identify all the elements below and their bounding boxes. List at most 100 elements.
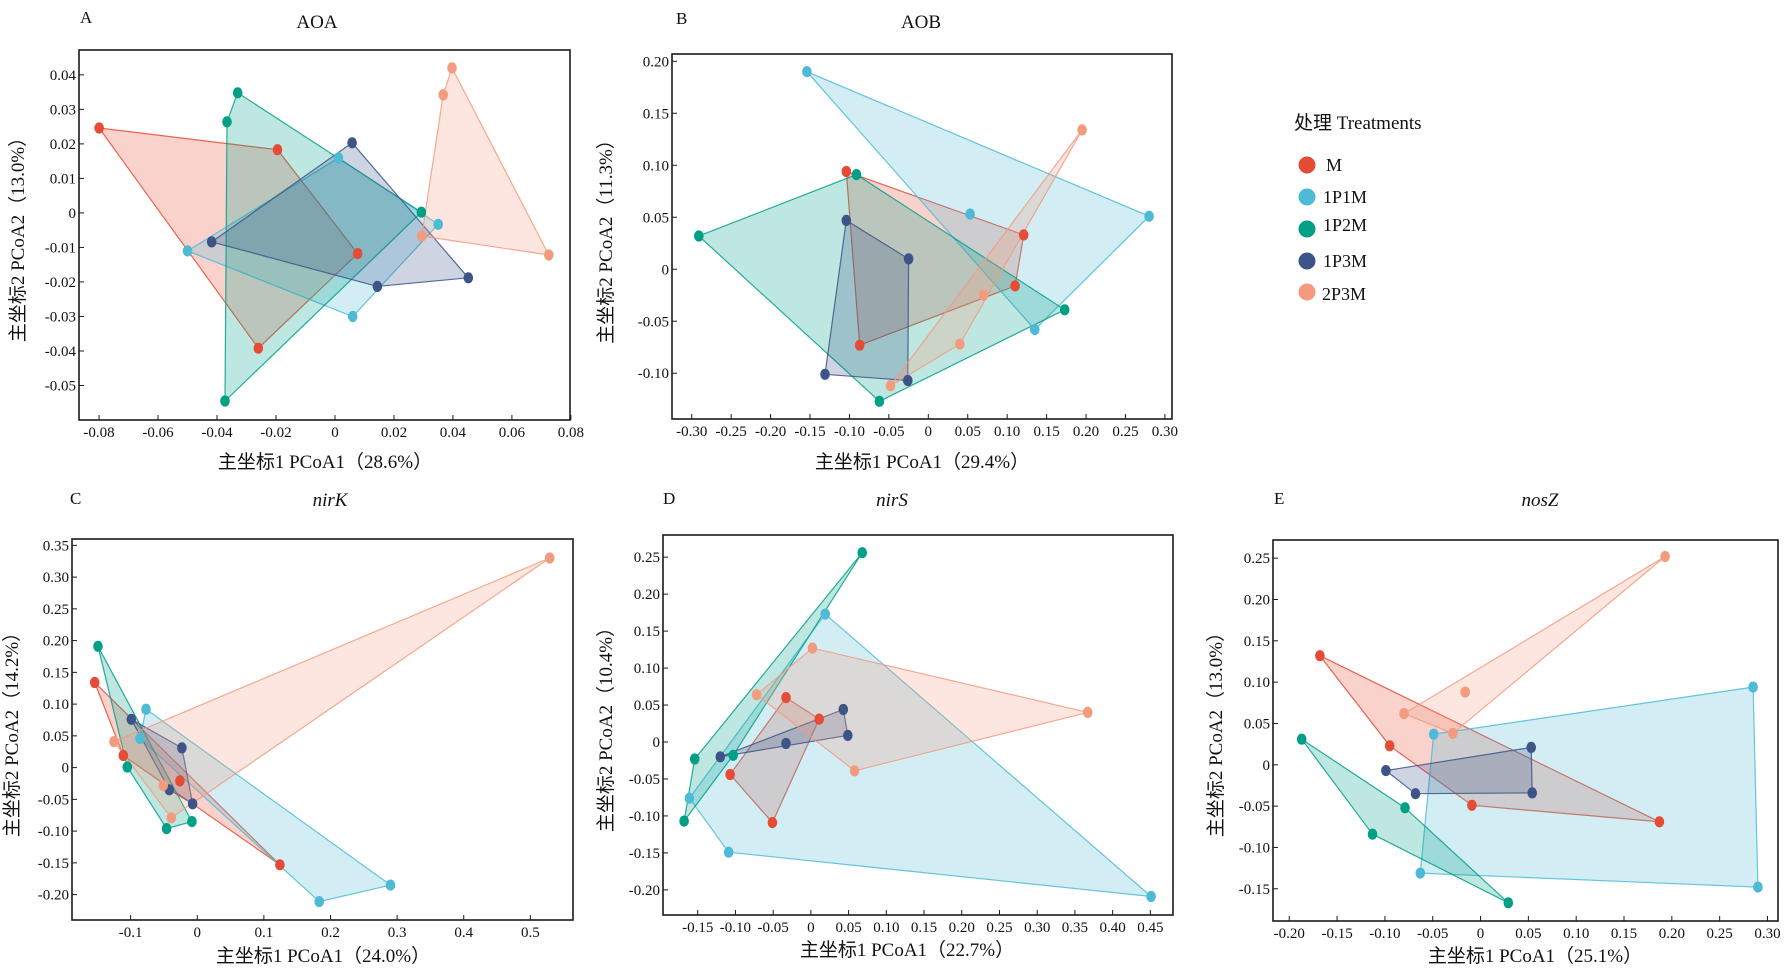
x-tick-label: -0.08 (83, 425, 114, 441)
point-2P3M (1077, 124, 1087, 136)
point-M (272, 144, 283, 156)
point-M (1384, 740, 1395, 752)
point-1P2M (728, 749, 738, 761)
point-1P2M (232, 87, 243, 99)
legend-title: 处理 Treatments (1294, 112, 1422, 134)
plot-frame (1272, 539, 1779, 922)
legend-label-2P3M: 2P3M (1322, 284, 1366, 304)
y-axis-label: 主坐标2 PCoA2（14.2%） (1, 623, 23, 837)
y-tick-label: 0.15 (43, 665, 69, 681)
y-axis-label: 主坐标2 PCoA2（13.0%） (1205, 623, 1227, 837)
y-tick-label: 0.20 (43, 634, 69, 650)
y-tick-label: -0.05 (38, 792, 69, 808)
point-2P3M (544, 249, 554, 261)
point-1P3M (1526, 741, 1536, 754)
x-tick-label: -0.30 (676, 424, 707, 440)
point-2P3M (438, 89, 449, 101)
x-axis-label: 主坐标1 PCoA1（25.1%） (1428, 945, 1642, 967)
point-M (781, 692, 791, 704)
point-M (767, 817, 778, 829)
y-tick-label: -0.10 (38, 824, 69, 840)
point-M (253, 342, 264, 354)
point-1P3M (463, 272, 474, 284)
point-M (1654, 816, 1665, 828)
y-tick-label: 0.02 (50, 137, 76, 153)
point-1P3M (903, 374, 913, 387)
point-1P2M (161, 823, 172, 835)
point-2P3M (1448, 727, 1458, 740)
y-axis-label: 主坐标2 PCoA2（13.0%） (7, 128, 29, 342)
panel-letter: C (70, 489, 81, 508)
y-tick-label: -0.02 (45, 275, 76, 291)
x-tick-label: 0.40 (1100, 920, 1126, 936)
legend-item-2P3M: 2P3M (1298, 283, 1366, 304)
chart-title: nosZ (1522, 490, 1559, 511)
y-tick-label: -0.20 (38, 888, 69, 904)
point-M (118, 749, 129, 762)
x-tick-label: 0.30 (1152, 424, 1178, 440)
chart-title: AOB (901, 12, 941, 33)
y-tick-label: -0.20 (629, 883, 660, 899)
point-1P3M (903, 253, 914, 265)
legend-item-1P1M: 1P1M (1298, 187, 1367, 207)
legend-label-1P1M: 1P1M (1323, 187, 1367, 207)
panel-a: A AOA -0.08 -0.06 -0.04 -0.02 0 0.02 0.04 0.06 0.0… (7, 8, 584, 473)
x-tick-label: 0.05 (835, 920, 861, 936)
y-tick-label: 0.05 (643, 210, 669, 226)
x-tick-label: 0.25 (1707, 926, 1733, 942)
point-1P1M (684, 792, 695, 804)
y-tick-label: -0.10 (1239, 840, 1270, 856)
point-1P1M (314, 896, 325, 908)
legend-item-1P3M: 1P3M (1298, 251, 1367, 271)
hull-layer (683, 552, 1153, 898)
point-M (841, 165, 852, 178)
point-M (814, 713, 824, 725)
x-tick-label: 0.10 (1563, 926, 1589, 942)
legend-marker-1P1M (1298, 188, 1316, 206)
point-M (175, 775, 185, 787)
point-1P3M (206, 236, 217, 248)
point-1P3M (781, 737, 791, 750)
x-tick-label: 0.15 (1033, 424, 1059, 440)
y-tick-label: 0.25 (43, 602, 69, 618)
y-tick-label: -0.15 (38, 856, 69, 872)
x-axis-label: 主坐标1 PCoA1（24.0%） (216, 945, 430, 967)
legend-marker-1P2M (1298, 220, 1316, 238)
y-axis-label: 主坐标2 PCoA2（11.3%） (595, 130, 617, 344)
point-M (854, 339, 865, 351)
y-tick-label: 0.25 (634, 550, 660, 566)
x-tick-label: 0.04 (440, 425, 467, 441)
point-1P1M (385, 879, 396, 891)
y-tick-label: 0 (62, 761, 70, 777)
y-tick-label: 0.05 (634, 698, 660, 714)
x-tick-label: -0.20 (1274, 926, 1305, 942)
x-axis-label: 主坐标1 PCoA1（22.7%） (800, 939, 1014, 961)
point-1P2M (1400, 802, 1410, 814)
y-tick-label: -0.05 (1239, 799, 1270, 815)
y-tick-label: 0.20 (643, 54, 669, 70)
x-tick-label: -0.10 (834, 424, 865, 440)
x-tick-label: 0.30 (1024, 920, 1050, 936)
x-tick-label: 0 (331, 425, 339, 441)
legend-label-1P2M: 1P2M (1323, 215, 1367, 235)
x-tick-label: 0 (807, 920, 815, 936)
point-1P1M (965, 208, 975, 220)
point-1P1M (1144, 210, 1154, 222)
x-tick-label: -0.05 (873, 424, 904, 440)
y-tick-label: 0 (69, 206, 77, 222)
point-1P2M (874, 395, 885, 407)
x-tick-label: 0 (194, 925, 202, 941)
x-tick-label: -0.10 (720, 920, 751, 936)
point-1P2M (187, 816, 197, 828)
x-tick-label: -0.02 (260, 425, 291, 441)
x-tick-label: 0.25 (1112, 424, 1138, 440)
y-tick-label: 0.05 (1244, 716, 1270, 732)
point-1P1M (1415, 867, 1426, 879)
y-tick-label: -0.01 (45, 240, 76, 256)
legend-marker-M (1298, 156, 1316, 174)
hull-layer (97, 66, 550, 403)
panels: A AOA -0.08 -0.06 -0.04 -0.02 0 0.02 0.04 0.06 0.0… (1, 8, 1781, 967)
x-axis-label: 主坐标1 PCoA1（29.4%） (815, 451, 1029, 473)
